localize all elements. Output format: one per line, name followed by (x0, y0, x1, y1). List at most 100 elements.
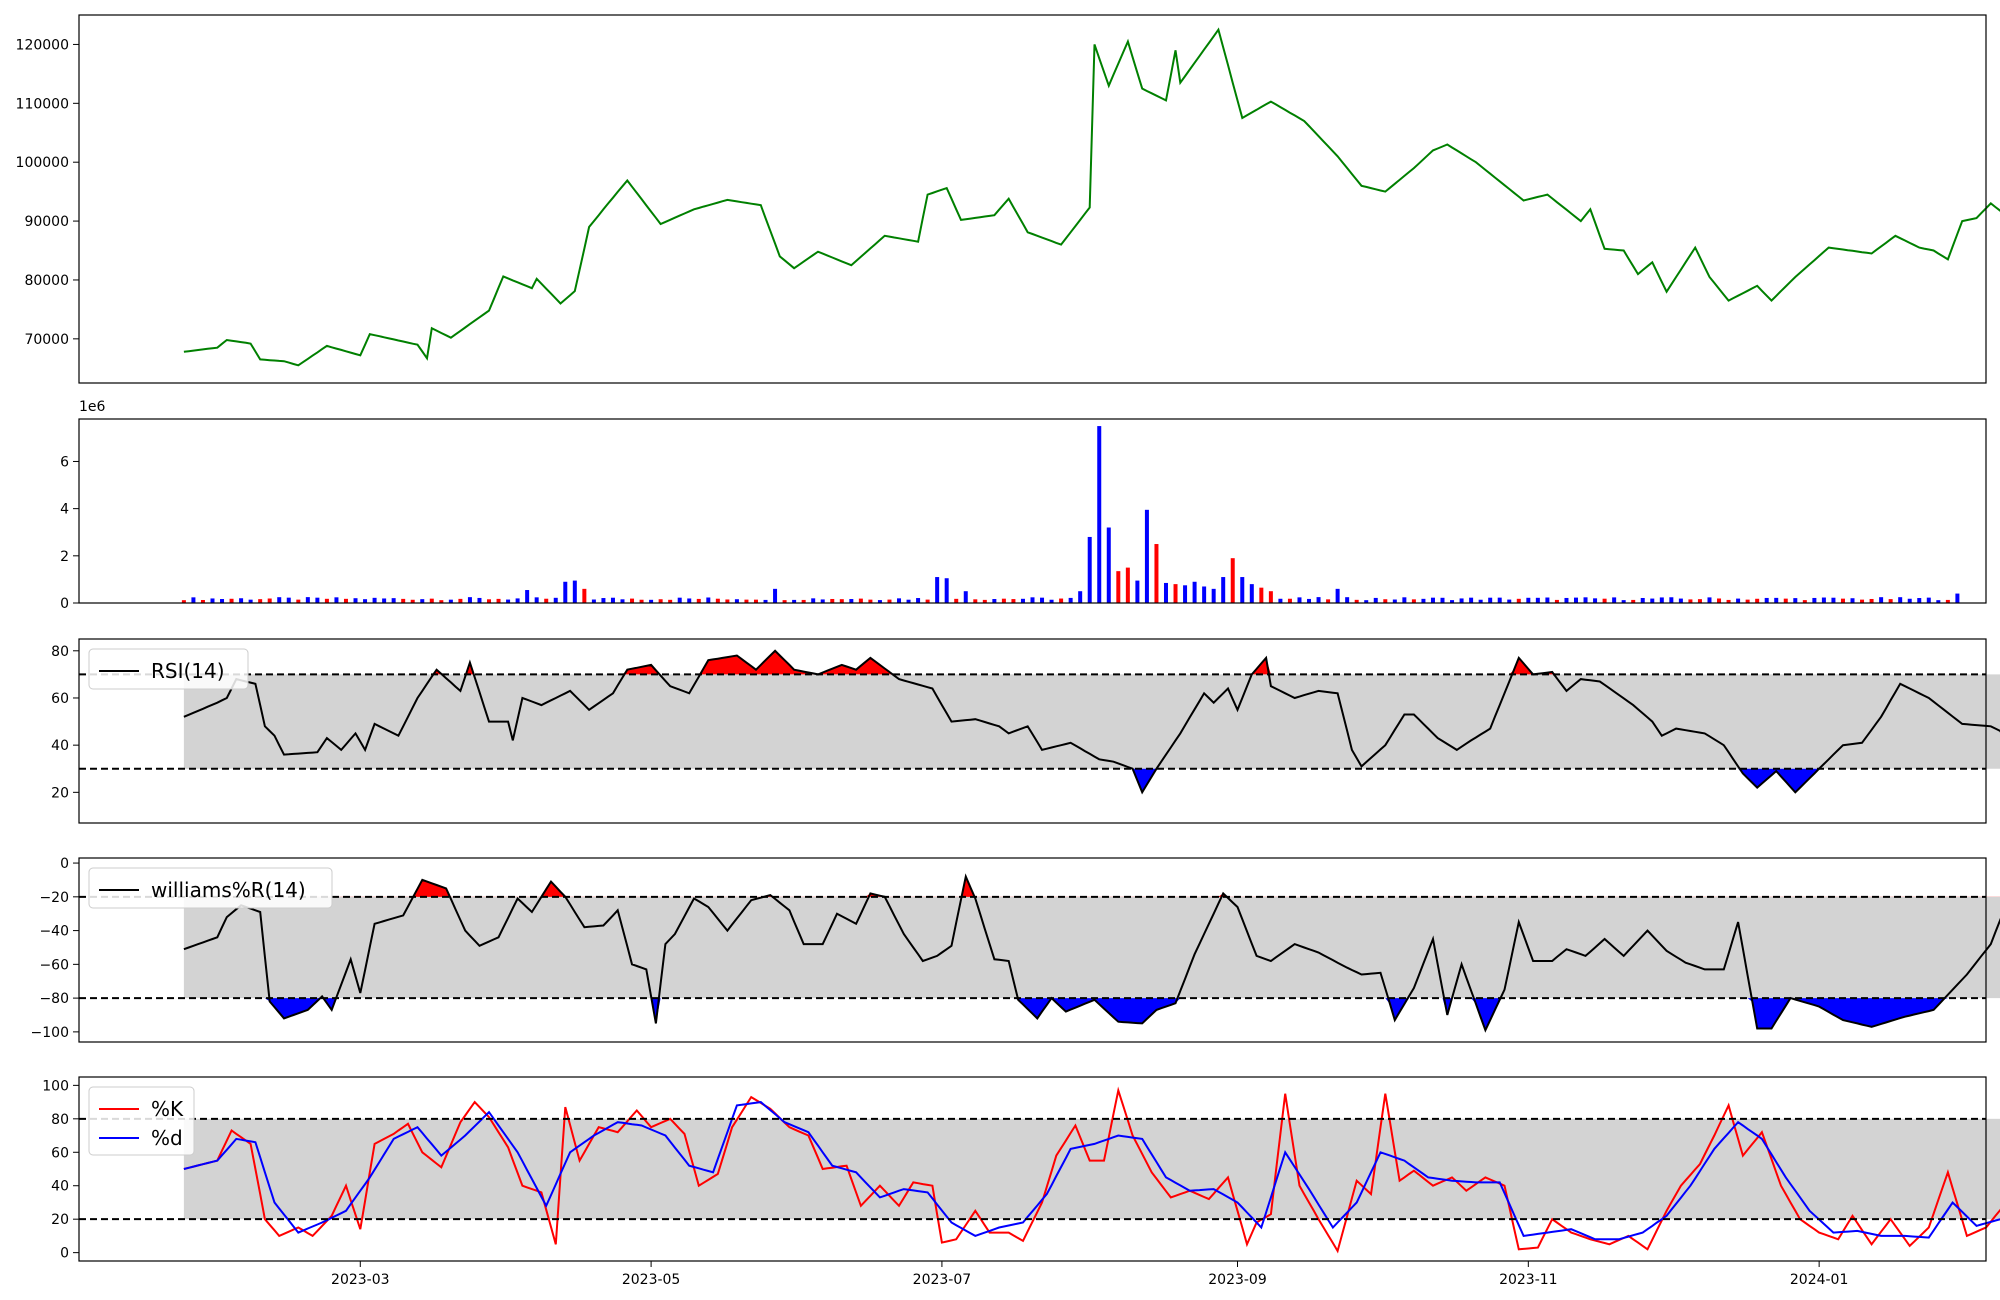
volume-bar (200, 599, 205, 603)
y-tick-label: −80 (39, 991, 69, 1007)
price-panel: 70000 80000 90000 100000 110000 120000 (16, 14, 2000, 384)
volume-bar (1688, 599, 1693, 603)
volume-bar (677, 597, 682, 603)
volume-bar (410, 599, 415, 603)
volume-bar (1812, 597, 1817, 603)
y-tick-label: 120000 (16, 37, 69, 53)
volume-bar (401, 598, 406, 603)
x-tick-label: 2023-09 (1208, 1272, 1267, 1288)
volume-bar (591, 599, 596, 603)
volume-bar (725, 599, 730, 603)
volume-bar (1221, 577, 1226, 603)
volume-bar (1640, 597, 1645, 603)
volume-bar (534, 597, 539, 603)
volume-bar (1755, 598, 1760, 603)
volume-bar (1211, 588, 1216, 603)
volume-bar (944, 578, 949, 603)
panel-frame (78, 418, 1987, 604)
volume-bar (849, 599, 854, 603)
volume-bar (544, 598, 549, 603)
y-tick-label: 40 (51, 1179, 69, 1195)
volume-bar (734, 599, 739, 603)
volume-bar (363, 599, 368, 603)
volume-bar (191, 597, 196, 603)
volume-bar (1583, 597, 1588, 603)
volume-bar (496, 598, 501, 603)
volume-bar (1650, 598, 1655, 603)
volume-bar (601, 598, 606, 603)
volume-bar (1516, 598, 1521, 603)
volume-bar (1116, 571, 1121, 603)
oversold-fill (183, 768, 2000, 793)
volume-bar (181, 600, 186, 603)
legend-box (88, 648, 249, 690)
williams-line (183, 873, 2000, 1033)
volume-bar (630, 598, 635, 603)
volume-bar (1840, 598, 1845, 603)
volume-bar (324, 598, 329, 603)
volume-bar (553, 597, 558, 603)
volume-bar (696, 598, 701, 603)
volume-bar (1879, 597, 1884, 603)
y-tick-label: 20 (51, 1212, 69, 1228)
volume-bar (1202, 586, 1207, 603)
volume-bar (1535, 597, 1540, 603)
volume-bar (286, 597, 291, 603)
y-tick-label: 90000 (24, 214, 69, 230)
overbought-fill (183, 650, 2000, 675)
volume-bar (1478, 599, 1483, 603)
volume-bar (1345, 597, 1350, 603)
overbought-fill (183, 876, 2000, 897)
volume-bar (1659, 597, 1664, 603)
volume-bar (1278, 598, 1283, 603)
volume-bar (877, 600, 882, 603)
volume-bar (1726, 599, 1731, 603)
volume-bar (382, 598, 387, 603)
volume-bar (220, 599, 225, 603)
volume-bar (687, 598, 692, 603)
volume-bar (811, 598, 816, 603)
volume-bar (1383, 599, 1388, 603)
oversold-fill (183, 998, 2000, 1031)
volume-bar (372, 597, 377, 603)
volume-bar (1669, 597, 1674, 603)
volume-bar (1030, 597, 1035, 603)
volume-bar (1631, 599, 1636, 603)
volume-bar (963, 591, 968, 603)
volume-bar (668, 599, 673, 603)
y-tick-label: 0 (60, 1246, 69, 1262)
volume-bar (1307, 598, 1312, 603)
volume-bar (868, 599, 873, 603)
legend-box (88, 867, 333, 909)
volume-bar (1526, 597, 1531, 603)
panel-frame (78, 857, 1987, 1043)
y-tick-label: 40 (51, 738, 69, 754)
x-tick-label: 2023-07 (913, 1272, 972, 1288)
volume-bar (753, 599, 758, 603)
volume-panel: 0 2 4 6 1e6 (60, 399, 1987, 612)
volume-bar (1230, 558, 1235, 603)
volume-bar (1135, 580, 1140, 603)
volume-bar (1821, 597, 1826, 603)
volume-bar (315, 597, 320, 603)
volume-bar (1898, 597, 1903, 603)
volume-bar (1354, 599, 1359, 603)
volume-bar (916, 598, 921, 603)
volume-bar (1268, 591, 1273, 603)
volume-bar (1144, 509, 1149, 603)
volume-bar (353, 598, 358, 603)
date-axis: 2023-03 2023-05 2023-07 2023-09 2023-11 2024-… (331, 1261, 1848, 1288)
volume-bar (1192, 581, 1197, 603)
y-tick-label: 0 (60, 596, 69, 612)
volume-bar (820, 599, 825, 603)
y-tick-label: 80000 (24, 273, 69, 289)
volume-bar (1936, 600, 1941, 603)
volume-bar (305, 597, 310, 603)
volume-bar (1078, 591, 1083, 603)
volume-bar (1106, 527, 1111, 603)
volume-bar (1545, 597, 1550, 603)
y-tick-label: 0 (60, 856, 69, 872)
volume-bar (1183, 585, 1188, 603)
volume-bar (1001, 598, 1006, 603)
volume-bar (248, 599, 253, 603)
